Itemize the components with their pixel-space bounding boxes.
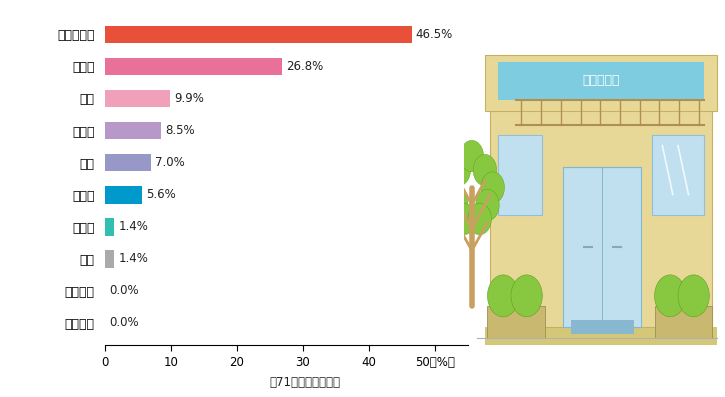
Bar: [105, 122, 161, 139]
Circle shape: [447, 154, 471, 186]
Circle shape: [460, 141, 484, 172]
Circle shape: [481, 172, 505, 203]
Bar: [105, 186, 142, 204]
Text: 0.0%: 0.0%: [109, 316, 138, 330]
Circle shape: [511, 275, 542, 317]
Bar: [105, 90, 170, 107]
Circle shape: [655, 275, 686, 317]
Circle shape: [468, 203, 492, 235]
Text: 1.4%: 1.4%: [118, 252, 148, 265]
Circle shape: [444, 189, 468, 221]
Text: 0.0%: 0.0%: [109, 284, 138, 297]
Polygon shape: [487, 306, 545, 338]
Polygon shape: [490, 104, 712, 327]
Text: （71人　複数回答）: （71人 複数回答）: [269, 376, 340, 389]
Polygon shape: [485, 55, 717, 111]
Bar: [105, 218, 115, 235]
Polygon shape: [498, 135, 542, 216]
Circle shape: [487, 275, 519, 317]
Text: 5.6%: 5.6%: [146, 188, 175, 201]
Polygon shape: [652, 135, 704, 216]
Text: 26.8%: 26.8%: [286, 60, 323, 73]
Circle shape: [439, 172, 463, 203]
Text: 8.5%: 8.5%: [165, 124, 195, 137]
Polygon shape: [563, 167, 642, 327]
Text: 1.4%: 1.4%: [118, 220, 148, 233]
Bar: [105, 25, 412, 43]
Bar: [105, 58, 282, 75]
Circle shape: [476, 189, 500, 221]
Bar: [105, 154, 152, 172]
Text: 9.9%: 9.9%: [174, 92, 204, 105]
Polygon shape: [571, 320, 634, 334]
Circle shape: [678, 275, 709, 317]
Text: 7.0%: 7.0%: [155, 156, 185, 169]
Circle shape: [452, 203, 476, 235]
Text: 大腸肛門科: 大腸肛門科: [582, 75, 620, 87]
Polygon shape: [655, 306, 712, 338]
Circle shape: [473, 154, 497, 186]
Polygon shape: [498, 62, 704, 100]
Bar: [105, 250, 115, 268]
Text: 46.5%: 46.5%: [415, 28, 453, 41]
Polygon shape: [485, 327, 717, 345]
